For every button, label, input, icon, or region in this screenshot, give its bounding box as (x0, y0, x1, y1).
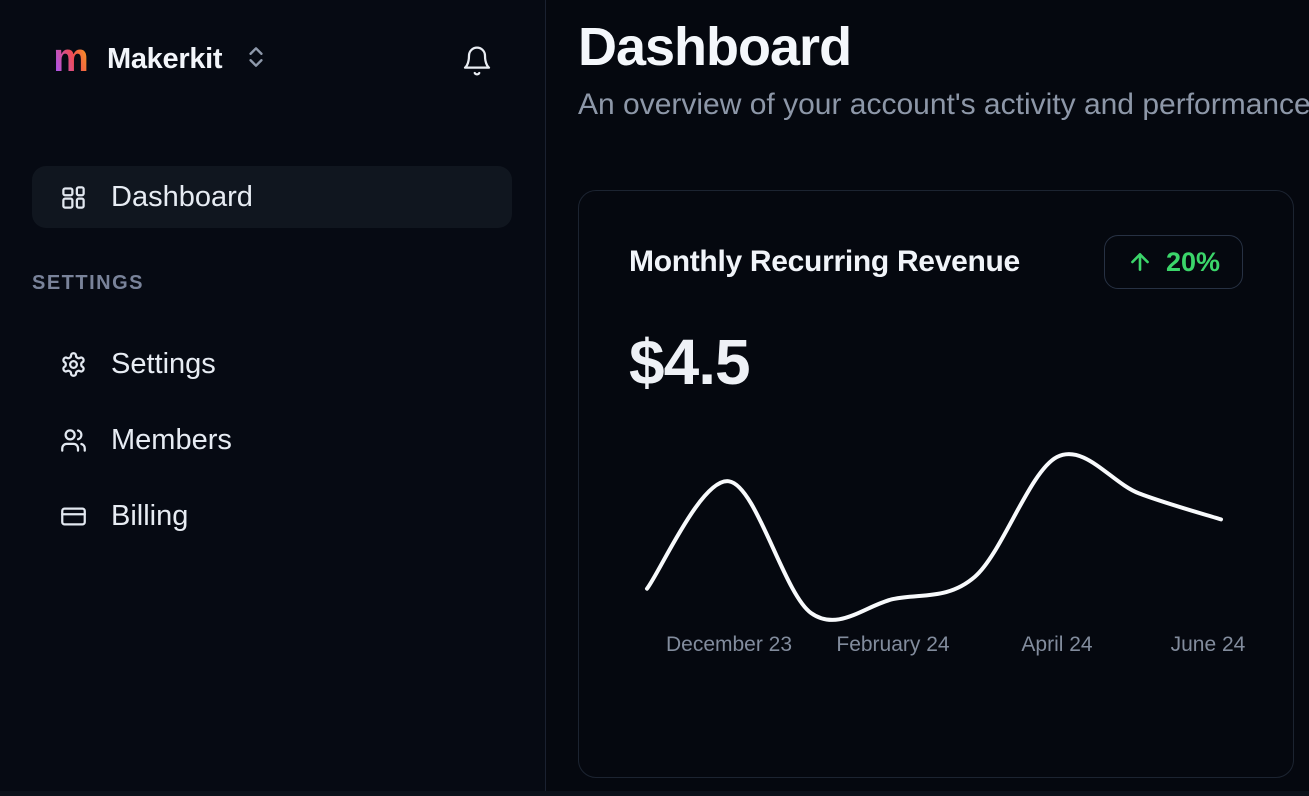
mrr-value: $4.5 (629, 326, 751, 398)
sidebar: m Makerkit Dashboard SETTINGS (0, 0, 546, 796)
workspace-switcher[interactable]: m Makerkit (52, 40, 269, 78)
sidebar-item-billing[interactable]: Billing (32, 485, 512, 547)
sidebar-item-label: Settings (111, 347, 216, 380)
x-tick-label: February 24 (836, 633, 950, 656)
users-icon (60, 427, 87, 454)
layout-dashboard-icon (60, 184, 87, 211)
trend-badge-value: 20% (1165, 246, 1220, 277)
x-tick-label: June 24 (1171, 633, 1246, 656)
logo-letter: m (53, 40, 89, 78)
x-tick-label: April 24 (1021, 633, 1093, 656)
arrow-up-icon (1127, 249, 1153, 275)
sidebar-item-label: Dashboard (111, 180, 253, 213)
gear-icon (60, 351, 87, 378)
line-series (645, 452, 1223, 622)
makerkit-logo-icon: m (53, 40, 89, 78)
mrr-card: Monthly Recurring Revenue 20% $4.5 Decem… (578, 190, 1294, 778)
bell-icon (461, 45, 493, 77)
main-content: Dashboard An overview of your account's … (546, 0, 1309, 796)
sidebar-item-label: Billing (111, 499, 189, 532)
sidebar-item-members[interactable]: Members (32, 409, 512, 471)
chevrons-up-down-icon (243, 44, 269, 75)
sidebar-item-dashboard[interactable]: Dashboard (32, 166, 512, 228)
sidebar-item-label: Members (111, 423, 232, 456)
trend-badge: 20% (1103, 235, 1243, 289)
mrr-card-header: Monthly Recurring Revenue 20% (629, 235, 1243, 289)
mrr-chart-area: December 23 February 24 April 24 June 24 (579, 431, 1295, 681)
window-bottom-edge (0, 791, 1309, 796)
sidebar-item-settings[interactable]: Settings (32, 333, 512, 395)
mrr-card-title: Monthly Recurring Revenue (629, 245, 1020, 278)
x-tick-label: December 23 (666, 633, 792, 656)
workspace-name: Makerkit (107, 42, 223, 75)
mrr-line-chart: December 23 February 24 April 24 June 24 (645, 452, 1246, 656)
page-subtitle: An overview of your account's activity a… (578, 88, 1309, 121)
page-title: Dashboard (578, 17, 852, 77)
notifications-button[interactable] (458, 42, 496, 80)
credit-card-icon (60, 503, 87, 530)
settings-section-label: SETTINGS (32, 272, 145, 294)
x-axis-labels: December 23 February 24 April 24 June 24 (666, 633, 1246, 656)
